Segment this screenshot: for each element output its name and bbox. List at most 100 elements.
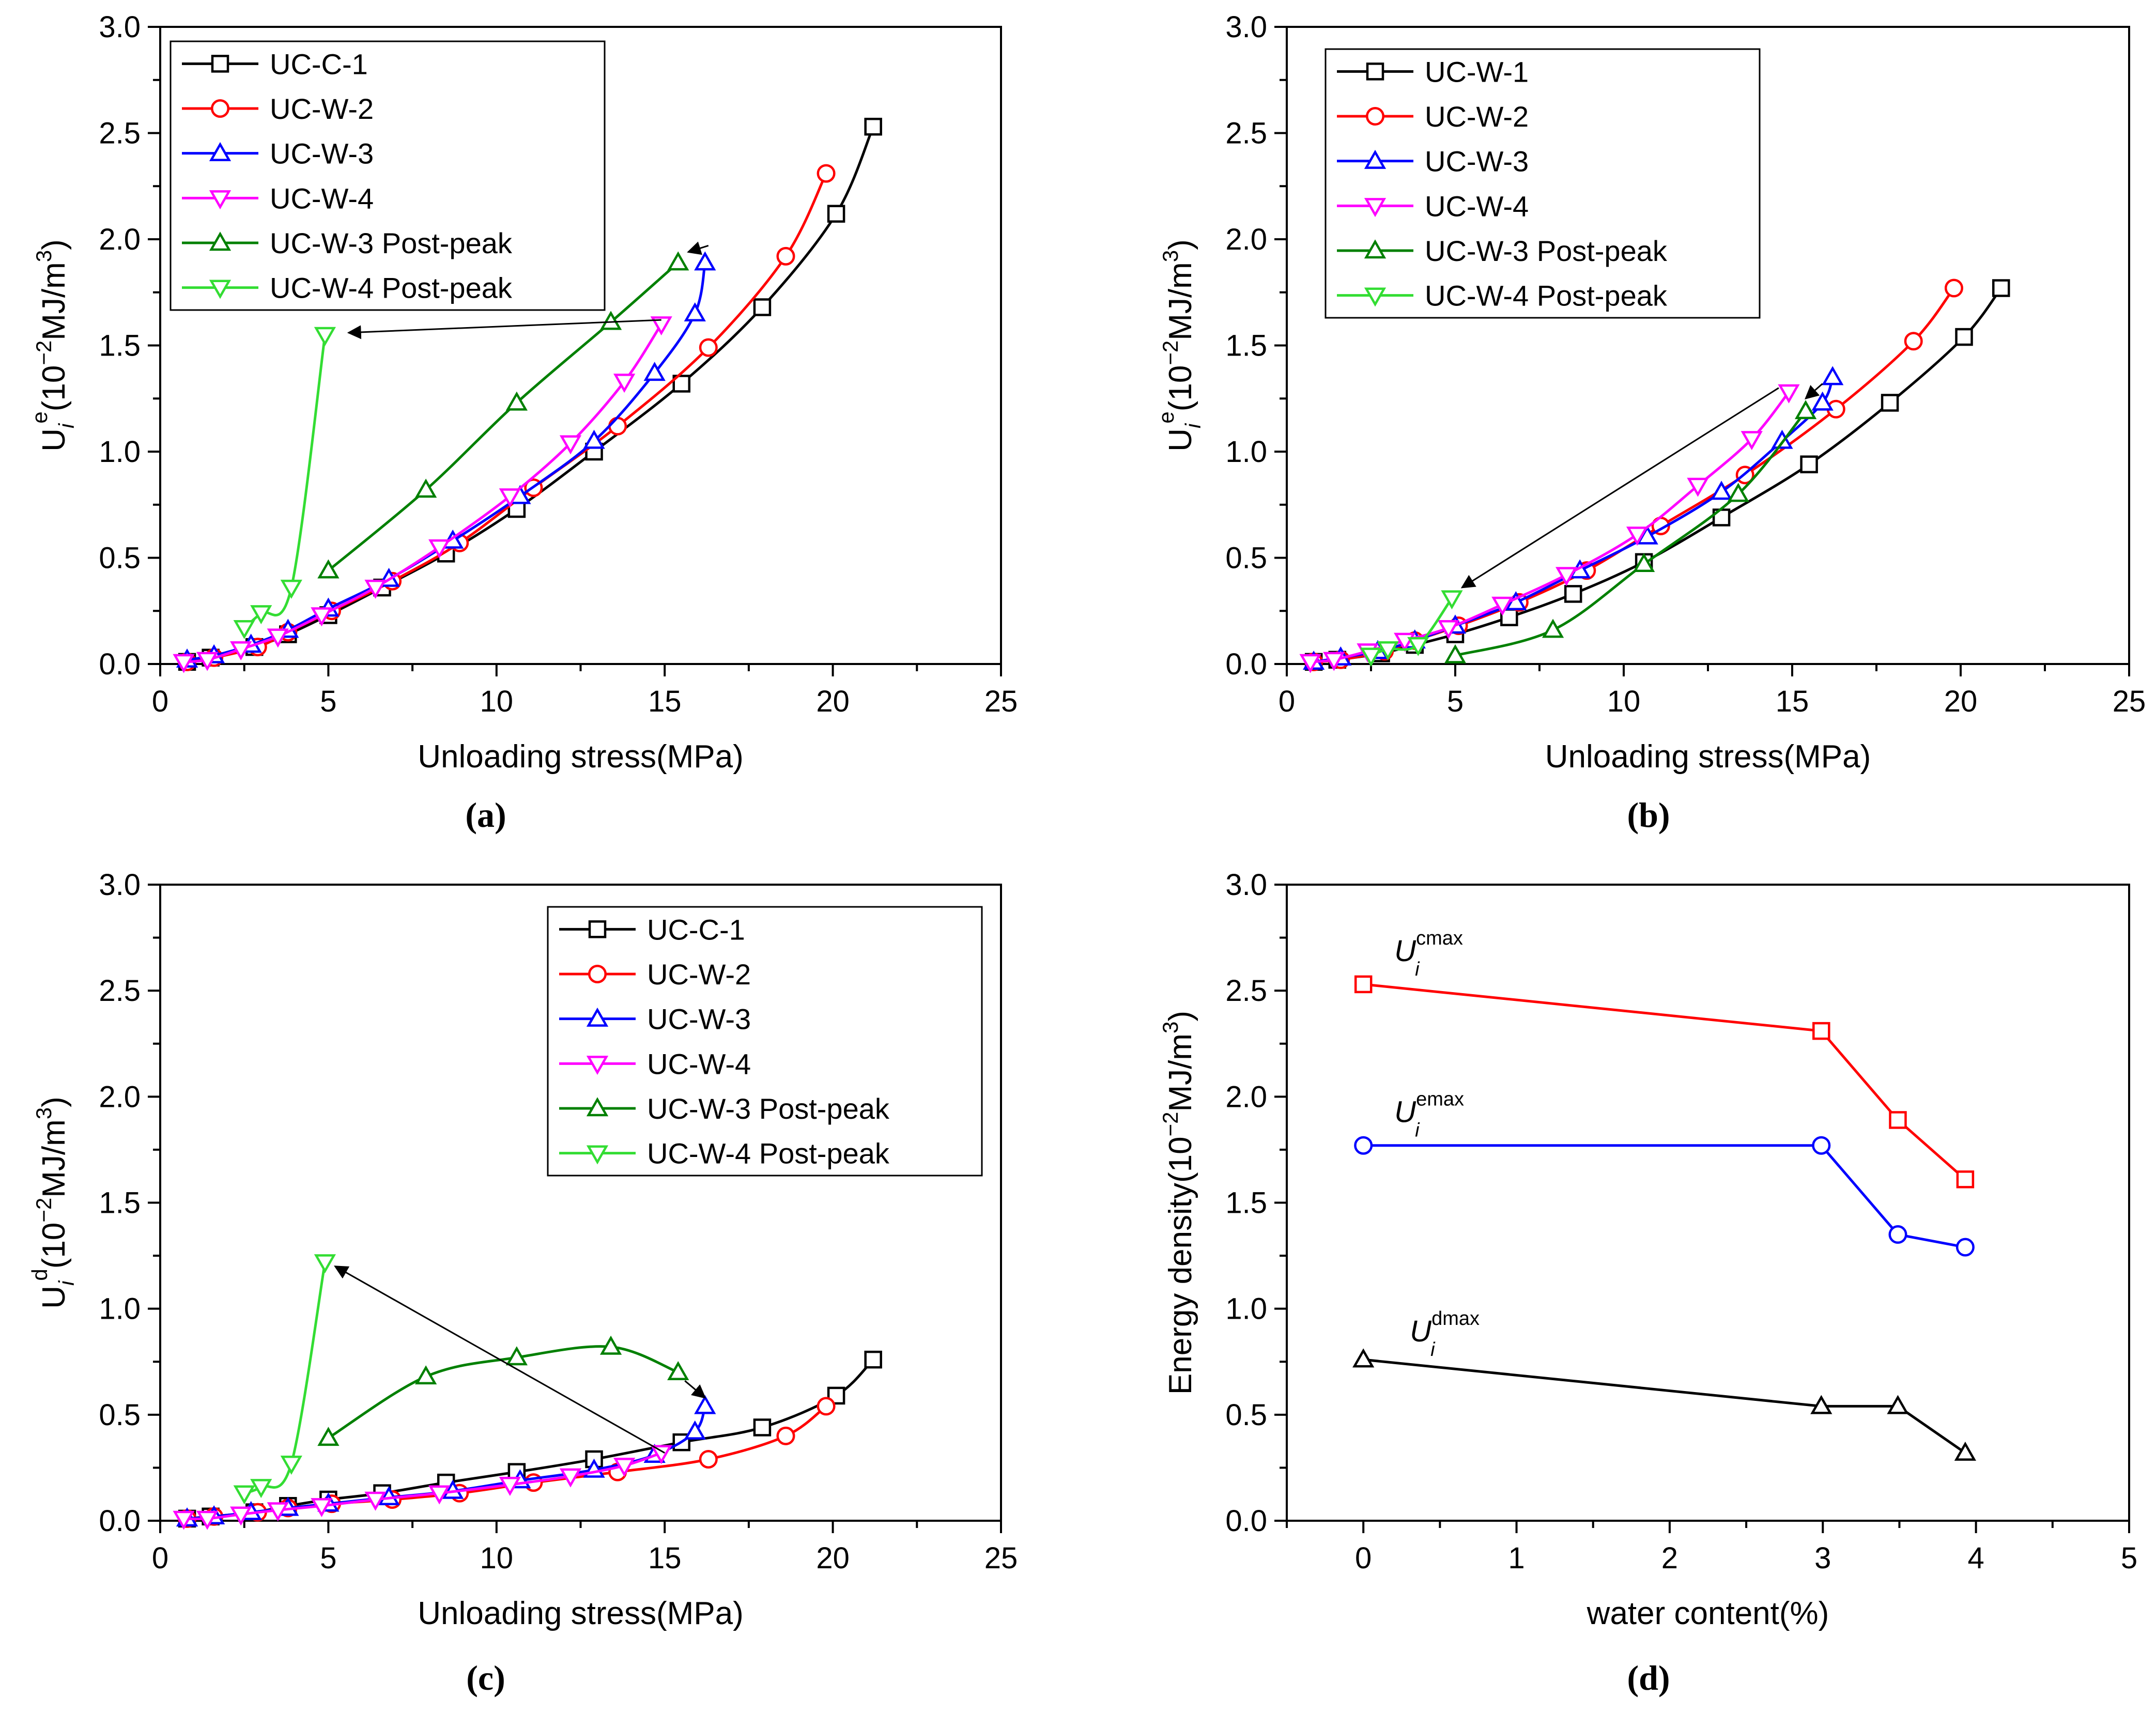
annotation-main: U [1410, 1315, 1432, 1348]
data-point [415, 478, 437, 498]
y-label-unit-mid: MJ/m [36, 1119, 72, 1198]
data-point [1444, 644, 1467, 663]
y-tick-label: 3.0 [99, 868, 141, 902]
data-point [1299, 654, 1321, 673]
y-tick-label: 2.0 [1225, 223, 1267, 256]
data-point [1354, 1136, 1373, 1155]
legend-entry: UC-W-3 [270, 137, 374, 170]
annotation-sup: emax [1416, 1089, 1464, 1110]
legend-marker [211, 99, 229, 118]
data-point [233, 620, 255, 639]
series-line [1363, 983, 1966, 1181]
data-point [1491, 596, 1514, 616]
data-point [317, 1427, 340, 1446]
y-label-unit-mid: MJ/m [36, 262, 72, 341]
y-label-unit-exp: −2 [1158, 1111, 1182, 1136]
y-axis: 0.0 0.5 1.0 1.5 2.0 2.5 3.0 [1225, 10, 1287, 681]
data-point [1778, 384, 1800, 404]
x-tick-label: 15 [648, 1541, 682, 1575]
y-axis-label: Energy density(10−2MJ/m3) [1158, 1011, 1198, 1395]
annotation-arrow [687, 241, 709, 255]
data-point [1956, 1170, 1975, 1188]
y-tick-label: 1.5 [99, 1186, 141, 1220]
legend-entry: UC-W-4 [270, 182, 374, 214]
data-point [776, 1426, 795, 1445]
legend-marker [1366, 63, 1384, 81]
y-tick-label: 0.5 [99, 542, 141, 575]
y-label-main: U [1163, 428, 1198, 452]
data-point [1954, 1441, 1977, 1461]
legend-entry: UC-C-1 [270, 48, 368, 80]
y-label-unit-close: ) [1163, 239, 1198, 250]
data-point [196, 652, 219, 671]
data-point [1955, 1238, 1975, 1257]
data-point [1437, 620, 1460, 639]
y-axis-label: Uid(10−2MJ/m3) [27, 1097, 79, 1309]
series-uc-w-3-post-peak [1444, 400, 1817, 663]
x-tick-label: 25 [984, 1541, 1018, 1575]
data-point [173, 654, 195, 673]
data-point [230, 1506, 252, 1526]
data-point [1626, 527, 1649, 546]
data-point [1542, 619, 1564, 638]
data-point [1881, 394, 1899, 412]
data-point [583, 429, 605, 449]
data-point [267, 1502, 289, 1522]
x-tick-label: 5 [1447, 685, 1464, 718]
x-axis: 0 1 2 3 4 5 [1286, 1521, 2137, 1575]
y-tick-label: 1.0 [1225, 435, 1267, 469]
panel-label: (c) [466, 1658, 505, 1697]
data-point [1889, 1111, 1907, 1129]
y-tick-label: 1.5 [1225, 329, 1267, 363]
x-tick-label: 15 [1776, 685, 1809, 718]
legend-marker [211, 55, 229, 73]
y-tick-label: 0.5 [1225, 1398, 1267, 1432]
data-point [694, 1395, 716, 1414]
annotation-arrow [347, 319, 661, 339]
legend-entry: UC-W-3 [647, 1003, 751, 1036]
y-tick-label: 2.5 [99, 974, 141, 1008]
series-annotation: Ucmax i [1394, 928, 1463, 980]
data-point [1354, 975, 1373, 994]
x-tick-label: 10 [480, 1541, 514, 1575]
legend-entry: UC-W-4 [1425, 190, 1529, 222]
legend-marker [1364, 287, 1387, 307]
data-point [233, 1485, 255, 1505]
data-point [608, 416, 627, 436]
x-tick-label: 1 [1508, 1541, 1524, 1575]
data-point [364, 1491, 387, 1511]
x-tick-label: 25 [984, 685, 1018, 718]
panel-label: (a) [465, 795, 506, 835]
annotation-arrow [1460, 387, 1779, 589]
data-point [1812, 1022, 1830, 1040]
x-axis-label: Unloading stress(MPa) [418, 1596, 744, 1631]
legend-entry: UC-W-2 [647, 958, 751, 991]
legend-entry: UC-W-4 Post-peak [270, 272, 513, 304]
chart-panel-b: 0 5 10 15 20 25 0.0 0.5 1.0 1.5 2.0 2.5 3.0 Unloading… [1154, 10, 2146, 835]
annotation-arrow [334, 1265, 665, 1454]
chart-panel-c: 0 5 10 15 20 25 0.0 0.5 1.0 1.5 2.0 2.5 3.0 Unloading… [27, 868, 1018, 1697]
data-point [378, 1486, 400, 1506]
data-point [173, 1510, 195, 1530]
x-tick-label: 0 [152, 1541, 168, 1575]
data-point [1741, 431, 1763, 451]
legend-entry: UC-W-4 Post-peak [1425, 280, 1668, 312]
x-tick-label: 0 [152, 685, 168, 718]
data-point [1407, 637, 1429, 656]
legend-entry: UC-W-1 [1425, 55, 1529, 88]
legend-marker [1364, 198, 1387, 218]
y-label-unit: (10 [1163, 365, 1198, 412]
data-point [1822, 366, 1844, 385]
legend-marker [586, 1097, 609, 1117]
data-point [196, 1510, 219, 1530]
y-tick-label: 1.5 [99, 329, 141, 363]
legend-box [170, 40, 606, 311]
data-point [699, 338, 718, 357]
legend-entry: UC-W-3 Post-peak [270, 227, 513, 259]
series-uc-w-4 [173, 316, 672, 673]
data-point [1633, 553, 1655, 573]
data-point [1727, 483, 1749, 502]
series-annotation: Uemax i [1394, 1089, 1464, 1141]
y-tick-label: 2.0 [99, 1080, 141, 1114]
x-tick-label: 20 [816, 1541, 850, 1575]
